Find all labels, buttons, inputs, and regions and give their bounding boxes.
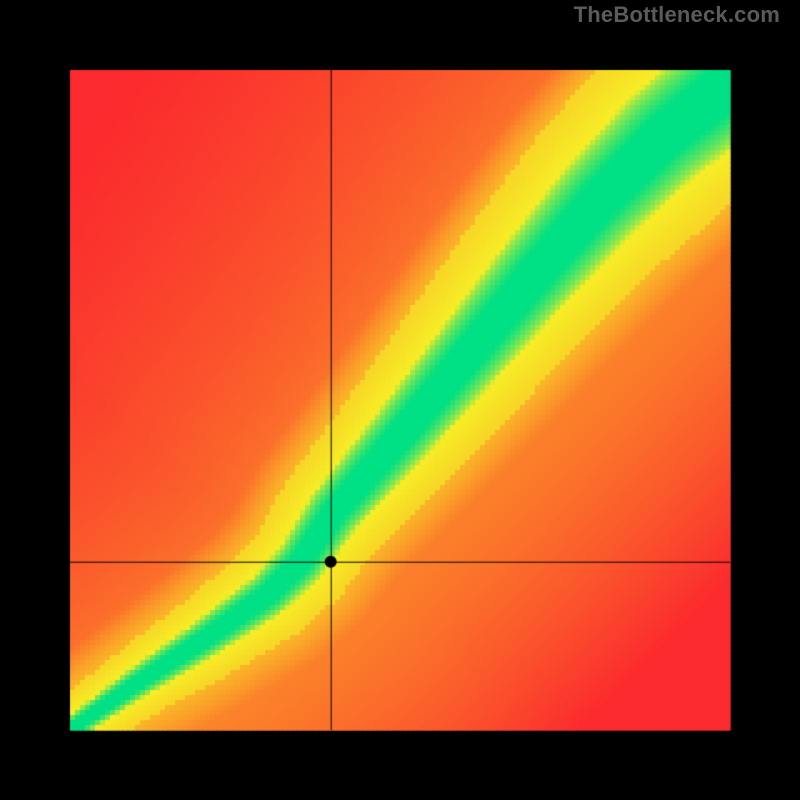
heatmap-canvas xyxy=(0,0,800,800)
watermark-label: TheBottleneck.com xyxy=(574,2,780,28)
chart-container: TheBottleneck.com xyxy=(0,0,800,800)
